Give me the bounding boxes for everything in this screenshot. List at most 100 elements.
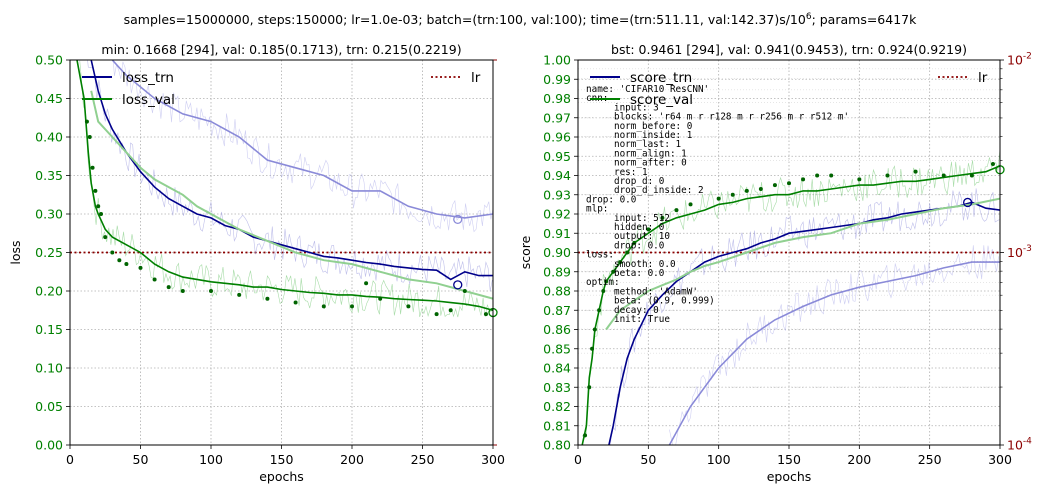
y2-tick-label: 10-3	[1007, 244, 1032, 260]
data-point	[969, 173, 974, 178]
data-point	[646, 227, 651, 232]
loss-chart: 0.00 0.05 0.10 0.15 0.20 0.25 0.30 0.35 0.40 0.45…	[8, 42, 505, 484]
data-point	[592, 327, 597, 332]
data-point	[99, 212, 104, 216]
data-point	[448, 308, 453, 313]
series-line-val_light	[90, 90, 493, 300]
data-point	[801, 177, 806, 182]
data-point	[772, 183, 777, 188]
axes-frame	[577, 59, 1001, 446]
data-point	[406, 304, 411, 309]
y-tick-label: 0.97	[543, 110, 571, 125]
y-tick-label: 0.94	[543, 168, 571, 183]
legend-label-score_trn: score_trn	[630, 70, 692, 86]
data-point	[87, 135, 92, 139]
raw-trace-loss_trn	[87, 60, 493, 292]
y-tick-label: 0.80	[543, 438, 571, 453]
chart-title: min: 0.1668 [294], val: 0.185(0.1713), t…	[101, 42, 461, 57]
data-point	[587, 385, 592, 390]
x-tick-label: 250	[918, 452, 942, 467]
y-tick-label: 0.45	[35, 91, 63, 106]
y-tick-label: 0.25	[35, 245, 63, 260]
y-tick-label: 1.00	[543, 53, 571, 68]
data-point	[152, 277, 157, 282]
x-tick-label: 50	[133, 452, 149, 467]
y-tick-label: 0.35	[35, 168, 63, 183]
y-tick-label: 0.84	[543, 361, 571, 376]
raw-trace-trn_light	[112, 60, 493, 233]
y-tick-label: 0.98	[543, 91, 571, 106]
data-point	[378, 296, 383, 301]
config-text-line: input: 512	[586, 213, 670, 224]
data-point	[321, 304, 326, 309]
x-tick-label: 100	[199, 452, 223, 467]
y2-tick-base: 10	[1007, 438, 1023, 453]
config-text-line: beta: 0.0	[586, 268, 664, 279]
y-tick-label: 0.85	[543, 341, 571, 356]
x-axis-label: epochs	[767, 469, 812, 484]
data-point	[758, 186, 763, 191]
data-point	[462, 289, 467, 293]
y-tick-label: 0.81	[543, 418, 571, 433]
y2-tick-base: 10	[1007, 53, 1023, 68]
data-point	[138, 265, 143, 270]
series-line-val_light	[605, 197, 1000, 331]
data-point	[237, 292, 242, 297]
data-point	[941, 173, 946, 178]
y-tick-label: 0.40	[35, 130, 63, 145]
data-point	[815, 173, 820, 178]
config-text-line: drop: 0.0	[586, 240, 664, 251]
config-text-line: norm_after: 0	[586, 158, 687, 169]
y-tick-label: 0.99	[543, 72, 571, 87]
data-point	[611, 269, 616, 274]
data-point	[730, 192, 735, 197]
x-tick-label: 250	[411, 452, 435, 467]
figure-suptitle: samples=15000000, steps:150000; lr=1.0e-…	[124, 12, 917, 27]
data-point	[483, 312, 488, 317]
config-text-line: smooth: 0.0	[586, 259, 676, 270]
config-text-line: drop_d_inside: 2	[586, 185, 704, 196]
data-point	[209, 289, 213, 293]
data-point	[103, 235, 108, 240]
config-text-line: name: 'CIFAR10 ResCNN'	[586, 84, 709, 95]
data-point	[590, 346, 595, 351]
legend-label-score_val: score_val	[630, 92, 693, 108]
data-point	[674, 208, 679, 213]
data-point	[180, 289, 185, 293]
y2-tick-base: 10	[1007, 245, 1023, 260]
config-text-line: hidden: 0	[586, 222, 664, 233]
config-text-line: drop_d: 0	[586, 176, 664, 187]
y-tick-label: 0.10	[35, 361, 63, 376]
data-point	[829, 173, 834, 178]
config-text-line: decay: 0	[586, 305, 659, 316]
data-point	[857, 177, 862, 182]
y-tick-label: 0.89	[543, 264, 571, 279]
data-point	[716, 196, 721, 201]
data-point	[604, 279, 609, 284]
plot-area	[70, 60, 493, 318]
config-text-line: optim:	[586, 277, 620, 288]
data-point	[660, 215, 665, 220]
y-tick-label: 0.90	[543, 245, 571, 260]
legend-label-lr: lr	[471, 70, 481, 86]
best-marker	[453, 280, 463, 290]
x-tick-label: 150	[777, 452, 801, 467]
config-text-line: beta: (0.9, 0.999)	[586, 296, 715, 307]
data-point	[583, 433, 588, 438]
config-text-line: input: 3	[586, 102, 659, 113]
plot-area	[578, 148, 1000, 445]
x-tick-label: 200	[847, 452, 871, 467]
data-point	[597, 308, 602, 313]
x-tick-label: 300	[988, 452, 1012, 467]
y-tick-label: 0.88	[543, 284, 571, 299]
config-text-line: blocks: 'r64 m r r128 m r r256 m r r512 …	[586, 112, 849, 123]
y-tick-label: 0.83	[543, 380, 571, 395]
chart-title: bst: 0.9461 [294], val: 0.941(0.9453), t…	[611, 42, 967, 57]
config-text-line: norm_before: 0	[586, 121, 692, 132]
data-point	[632, 240, 637, 245]
data-point	[350, 304, 354, 309]
x-tick-label: 200	[340, 452, 364, 467]
data-point	[93, 188, 98, 193]
y-tick-label: 0.95	[543, 149, 571, 164]
